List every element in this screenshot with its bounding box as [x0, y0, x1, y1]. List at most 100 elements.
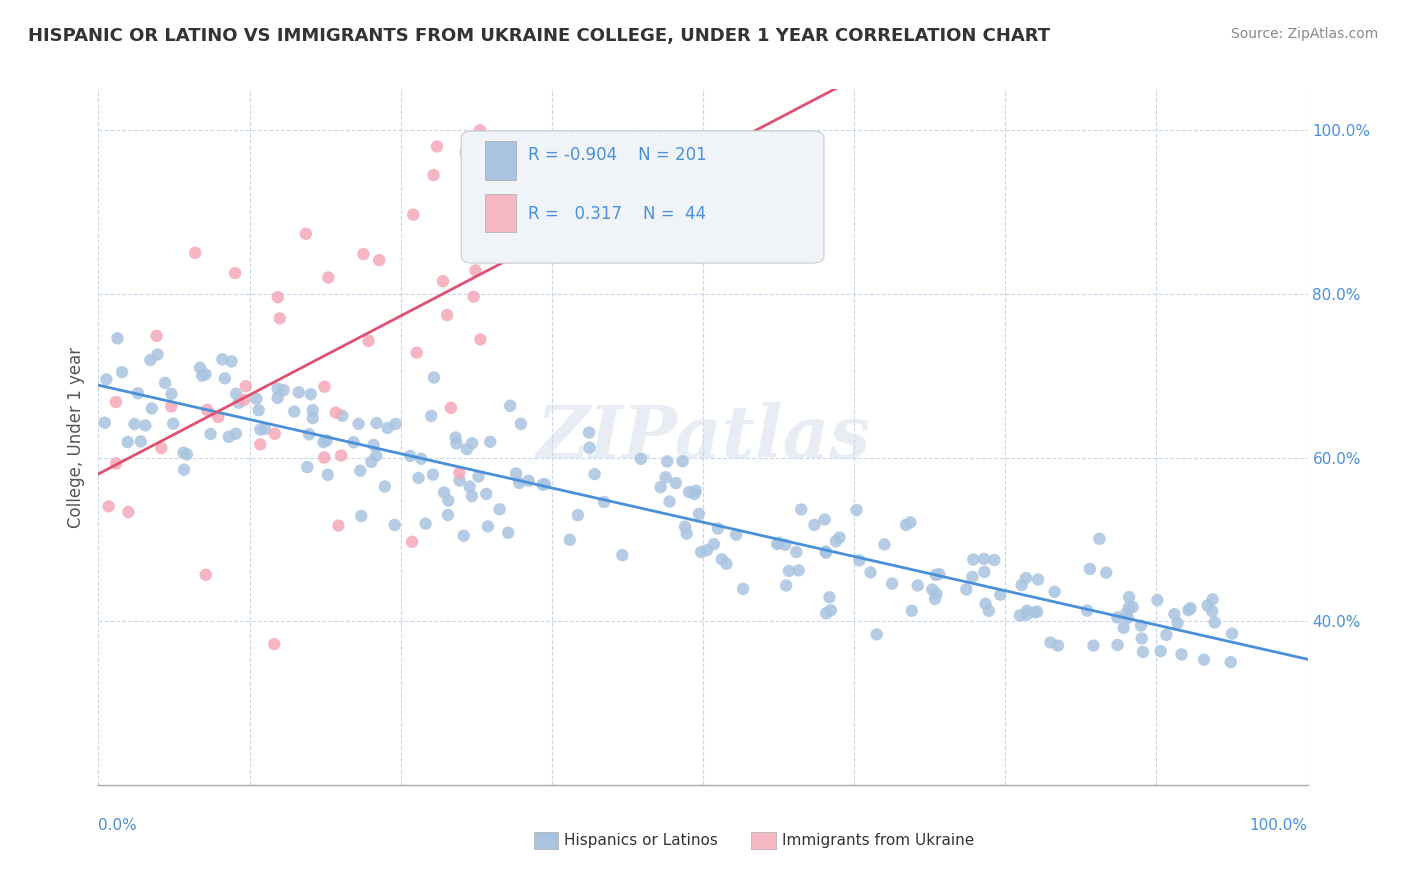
Point — [1219, 655, 1241, 669]
Point — [141, 401, 163, 416]
Point — [247, 403, 270, 417]
Point — [139, 353, 162, 368]
Point — [470, 332, 492, 346]
Point — [368, 253, 391, 268]
Point — [225, 426, 247, 441]
Point — [249, 437, 271, 451]
Point — [440, 401, 463, 415]
Point — [1024, 605, 1046, 619]
Point — [287, 385, 309, 400]
Point — [374, 479, 396, 493]
Point — [778, 564, 800, 578]
Point — [1015, 571, 1038, 585]
Point — [328, 518, 350, 533]
Text: 0.0%: 0.0% — [98, 818, 138, 833]
Point — [245, 392, 267, 406]
Point — [349, 464, 371, 478]
Point — [630, 451, 652, 466]
Point — [1170, 648, 1192, 662]
Point — [384, 518, 406, 533]
Point — [297, 460, 319, 475]
Point — [330, 449, 353, 463]
Point — [295, 227, 318, 241]
Point — [1132, 645, 1154, 659]
Point — [703, 537, 725, 551]
Point — [263, 637, 285, 651]
Point — [716, 557, 738, 571]
Point — [342, 435, 364, 450]
Point — [672, 454, 695, 468]
Point — [1163, 607, 1185, 621]
Point — [678, 485, 700, 500]
Point — [97, 500, 120, 514]
Point — [456, 442, 478, 457]
Point — [299, 387, 322, 401]
Point — [467, 469, 489, 483]
Point — [508, 475, 530, 490]
Point — [107, 331, 129, 345]
Point — [266, 382, 288, 396]
Point — [1112, 621, 1135, 635]
Point — [820, 603, 842, 617]
Point — [818, 591, 841, 605]
Bar — [534, 831, 558, 849]
Point — [1011, 578, 1033, 592]
Point — [900, 604, 922, 618]
Point — [194, 567, 217, 582]
Text: HISPANIC OR LATINO VS IMMIGRANTS FROM UKRAINE COLLEGE, UNDER 1 YEAR CORRELATION : HISPANIC OR LATINO VS IMMIGRANTS FROM UK… — [28, 27, 1050, 45]
Point — [363, 438, 385, 452]
Point — [845, 503, 868, 517]
Point — [145, 329, 167, 343]
Point — [583, 467, 606, 482]
Point — [688, 507, 710, 521]
Point — [207, 409, 229, 424]
Point — [828, 531, 851, 545]
Point — [803, 517, 825, 532]
Point — [224, 266, 246, 280]
Point — [924, 592, 946, 607]
Point — [675, 526, 697, 541]
Text: Immigrants from Ukraine: Immigrants from Ukraine — [782, 833, 974, 848]
Point — [768, 535, 790, 549]
Point — [733, 582, 755, 596]
Point — [273, 383, 295, 397]
Point — [298, 427, 321, 442]
Point — [925, 587, 948, 601]
Point — [458, 480, 481, 494]
Point — [253, 422, 276, 436]
Point — [411, 451, 433, 466]
Point — [983, 553, 1005, 567]
Point — [475, 487, 498, 501]
Point — [517, 474, 540, 488]
Point — [612, 548, 634, 562]
Point — [657, 454, 679, 468]
Point — [117, 505, 139, 519]
Point — [150, 441, 173, 455]
Point — [814, 546, 837, 560]
Point — [233, 392, 256, 407]
Point — [437, 493, 460, 508]
Point — [249, 423, 271, 437]
Point — [1088, 532, 1111, 546]
Point — [1107, 638, 1129, 652]
Point — [578, 441, 600, 455]
Point — [1043, 584, 1066, 599]
Point — [673, 519, 696, 533]
Point — [405, 345, 427, 359]
Point — [477, 519, 499, 533]
Point — [266, 391, 288, 405]
Point — [357, 334, 380, 348]
Point — [176, 447, 198, 461]
Point — [461, 489, 484, 503]
Point — [1149, 644, 1171, 658]
Point — [436, 308, 458, 322]
Point — [1026, 573, 1049, 587]
Point — [422, 168, 444, 182]
FancyBboxPatch shape — [461, 131, 824, 263]
Point — [134, 418, 156, 433]
Point — [184, 246, 207, 260]
Point — [449, 466, 471, 480]
Point — [1118, 590, 1140, 604]
Point — [426, 139, 449, 153]
Point — [235, 379, 257, 393]
